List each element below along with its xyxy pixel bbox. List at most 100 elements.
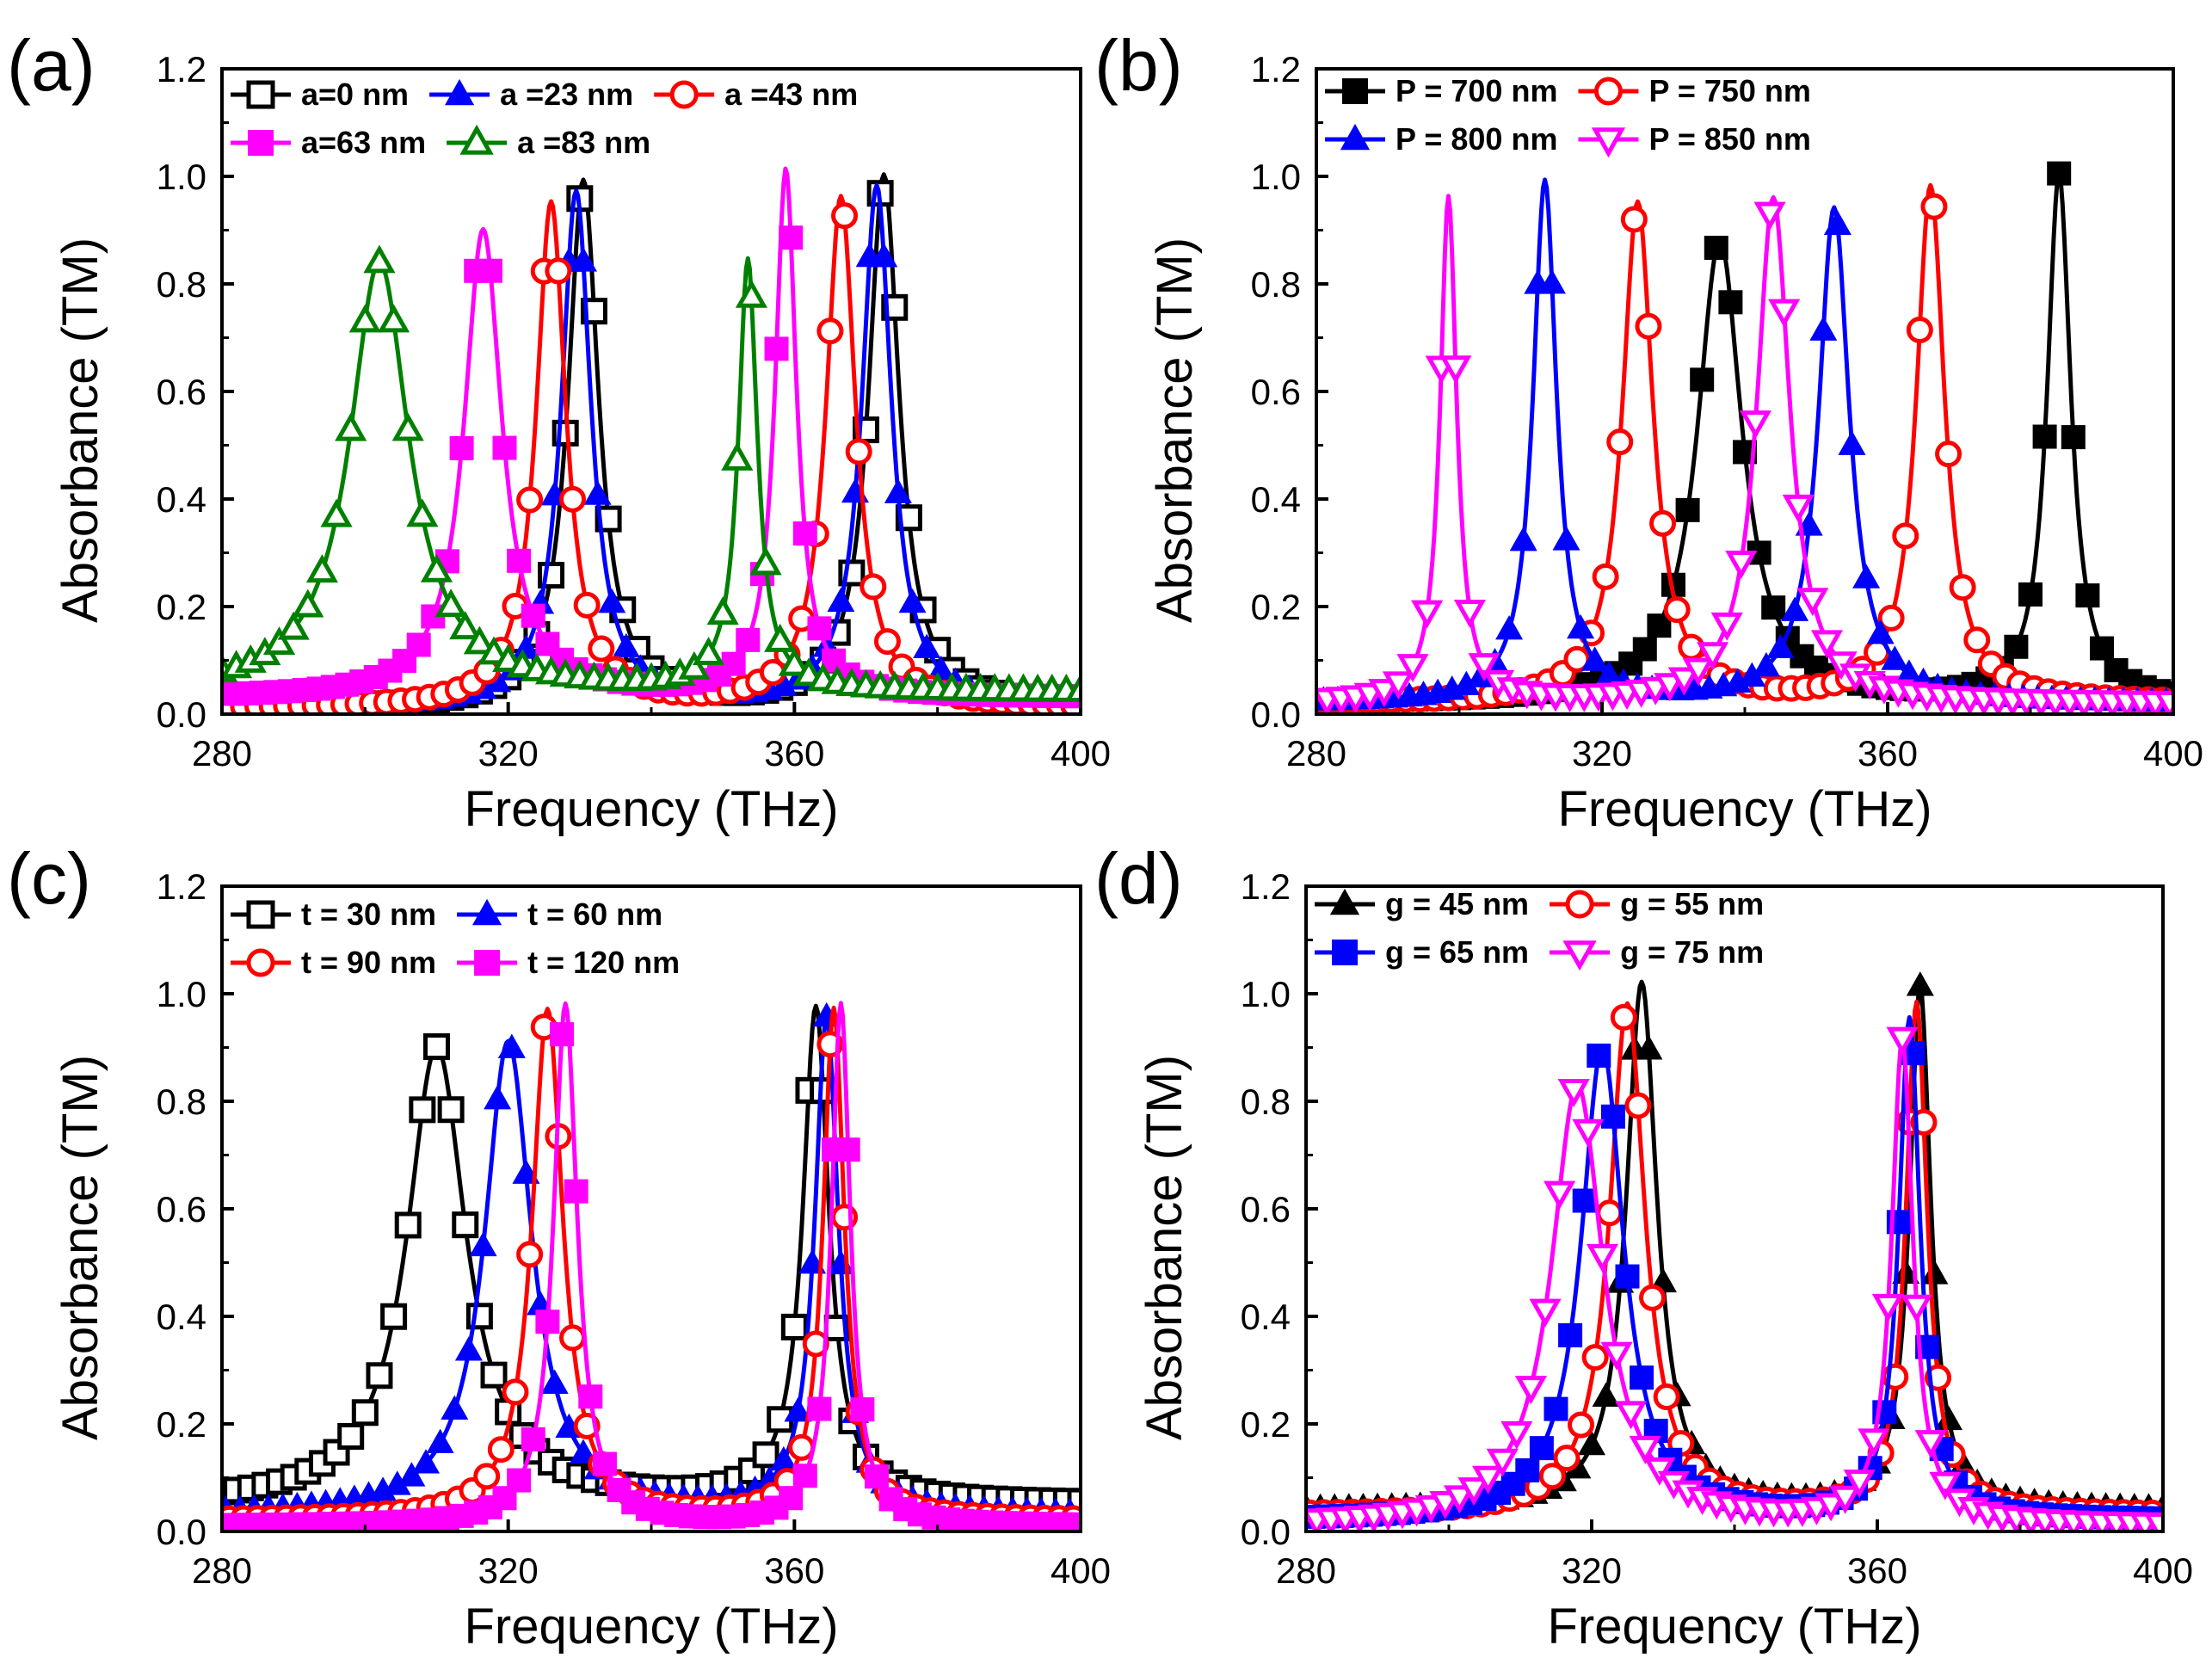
series-1 [1306,971,2163,1519]
data-point [1486,1448,1519,1477]
data-point [816,317,844,345]
data-point [721,441,754,471]
panel-label: (c) [7,838,91,919]
y-tick-label: 1.2 [1241,866,1291,907]
y-tick-label: 1.0 [1241,974,1291,1014]
data-point [2075,583,2100,608]
data-point [1515,1457,1540,1482]
data-point [1543,1396,1568,1421]
y-tick-label: 0.8 [1251,264,1301,305]
data-point [1963,626,1991,654]
data-point [2153,690,2173,714]
data-point [737,1457,765,1485]
data-point [1500,1420,1533,1450]
y-tick-label: 0.8 [1241,1081,1291,1122]
data-point [779,225,804,250]
legend-entry: a=0 nm [231,77,409,112]
data-point [434,588,467,618]
plot-area [1306,971,2163,1531]
legend-entry: a =23 nm [429,77,633,112]
data-point [1606,428,1634,456]
data-point [1411,600,1444,629]
data-point [1710,612,1743,641]
data-point [1600,1341,1633,1371]
data-point [1914,1430,1947,1459]
y-tick-label: 0.4 [157,1297,206,1337]
series-1 [222,172,1081,714]
legend-label: a =23 nm [500,77,633,112]
data-point [1647,613,1672,638]
data-point [406,498,439,527]
data-point [484,1084,512,1110]
x-tick-label: 320 [478,1550,539,1591]
data-point [827,587,855,613]
data-point [864,1464,889,1489]
data-point [735,279,768,308]
x-axis-title: Frequency (THz) [464,1599,838,1654]
data-point [1871,1293,1905,1322]
x-tick-label: 360 [764,733,824,773]
legend-marker [471,898,502,926]
x-tick-label: 400 [2133,1550,2193,1591]
data-point [1632,637,1657,662]
data-point [441,1395,469,1420]
legend-entry: P = 700 nm [1325,73,1557,108]
data-point [780,1313,808,1340]
data-point [1829,1485,1862,1514]
plot-frame [220,67,1082,716]
data-point [363,244,396,274]
data-point [870,243,898,268]
data-point [1630,1365,1654,1390]
x-tick-label: 360 [1858,733,1918,773]
data-point [1725,550,1758,579]
legend-label: P = 850 nm [1648,121,1810,157]
data-point [1592,563,1619,590]
data-point [1572,1118,1605,1148]
y-tick-label: 0.6 [157,1189,206,1229]
data-point [1557,1079,1590,1107]
data-point [420,553,453,582]
legend-marker [459,124,494,155]
legend-label: t = 60 nm [527,897,662,932]
legend-label: t = 30 nm [301,897,436,932]
data-point [792,521,817,546]
data-point [1558,1323,1583,1348]
data-point [550,1022,575,1047]
legend-entry: g = 55 nm [1550,886,1764,921]
legend-entry: a =83 nm [447,124,650,160]
data-point [764,336,789,361]
data-point [1906,317,1933,344]
data-point [1815,1493,1847,1522]
legend-label: P = 700 nm [1396,73,1557,108]
legend-marker [248,130,274,156]
legend-entry: g = 65 nm [1315,934,1529,970]
data-point [1877,604,1905,632]
data-point [1537,269,1566,294]
data-point [449,611,482,640]
y-tick-label: 1.2 [157,866,206,907]
data-point [502,1378,529,1406]
y-tick-label: 0.6 [1251,372,1301,412]
data-point [412,1449,441,1474]
data-point [535,1309,560,1334]
data-point [1453,599,1487,628]
data-point [1529,1298,1562,1328]
data-point [1457,1477,1490,1507]
x-tick-label: 280 [192,733,252,773]
x-tick-label: 400 [1051,733,1111,773]
data-point [1643,1457,1676,1486]
x-axis-title: Frequency (THz) [1547,1599,1921,1654]
data-point [545,257,572,285]
data-point [898,588,927,613]
data-point [1368,679,1401,708]
x-tick-label: 280 [1276,1550,1336,1591]
data-point [469,1231,497,1257]
y-tick-label: 0.2 [157,587,206,627]
panel-a: 0.0 0.2 0.4 0.6 0.8 1.0 1.2 280 320 360 400 Frequen… [7,25,1111,837]
data-point [1615,1264,1640,1289]
legend-label: P = 800 nm [1396,121,1557,157]
legend-marker [246,80,275,109]
y-tick-label: 1.2 [157,49,206,89]
data-point [437,1096,465,1124]
data-point [2061,425,2086,450]
